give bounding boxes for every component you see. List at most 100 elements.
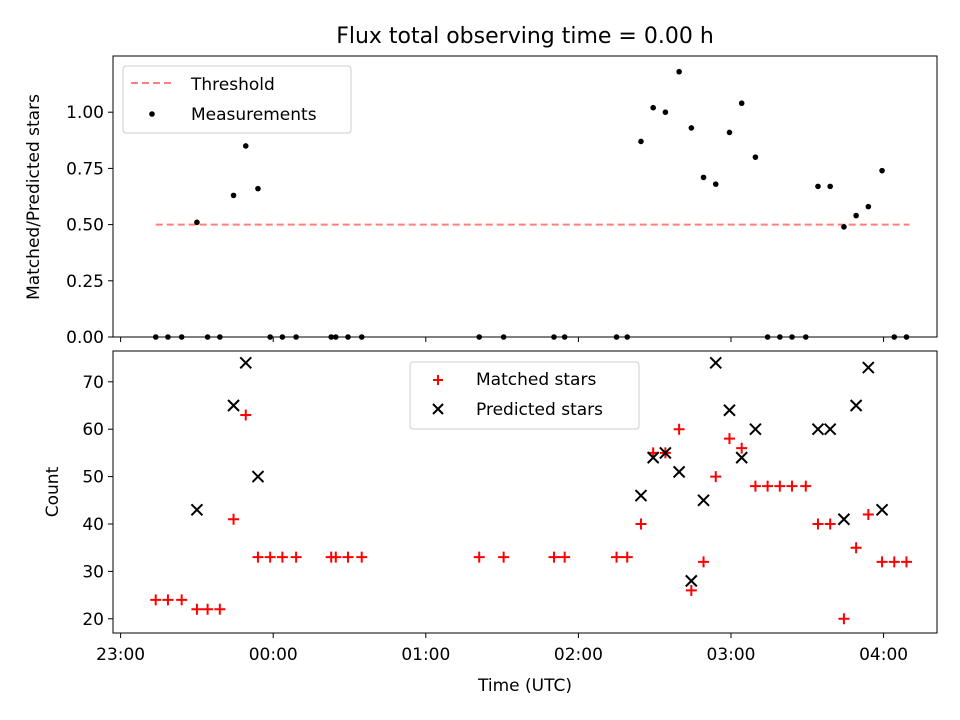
measurement-point xyxy=(891,334,898,340)
measurement-point xyxy=(613,334,620,340)
predicted-star-point xyxy=(634,489,648,502)
matched-star-point xyxy=(850,542,862,554)
bottom-legend-box xyxy=(409,361,640,430)
predicted-legend-swatch xyxy=(432,403,444,415)
measurement-point xyxy=(194,219,200,226)
predicted-star-point xyxy=(837,513,851,526)
matched-star-point xyxy=(611,551,623,563)
matched-star-point xyxy=(473,551,485,563)
bottom-axes-frame xyxy=(112,350,938,634)
measurements-legend-label: Measurements xyxy=(191,105,317,125)
bottom-plot-area: 20 30 40 50 60 70 23:00 00:00 01:00 02:00 03:00 04:… xyxy=(82,350,938,665)
top-legend-box xyxy=(122,65,352,134)
measurement-point xyxy=(293,334,299,340)
matched-star-point xyxy=(498,551,510,563)
measurement-point xyxy=(624,334,631,340)
predicted-star-point xyxy=(251,470,265,483)
x-tick-label: 04:00 xyxy=(859,645,908,665)
measurement-point xyxy=(358,334,365,340)
matched-star-point xyxy=(723,433,735,445)
measurement-point xyxy=(688,125,695,131)
matched-star-point xyxy=(774,480,786,492)
matched-star-point xyxy=(888,556,900,568)
matched-star-point xyxy=(876,556,888,568)
matched-star-point xyxy=(202,603,214,615)
matched-star-point xyxy=(749,480,761,492)
top-y-tick-label: 0.00 xyxy=(66,328,104,348)
predicted-star-point xyxy=(672,465,686,479)
predicted-star-point xyxy=(735,451,748,464)
measurement-point xyxy=(178,334,185,340)
matched-star-point xyxy=(330,551,342,563)
predicted-star-point xyxy=(811,422,825,436)
measurement-point xyxy=(152,334,159,340)
bottom-y-tick-label: 20 xyxy=(82,610,104,630)
top-panel: Flux total observing time = 0.00 h Match… xyxy=(24,24,938,348)
measurement-point xyxy=(476,334,483,340)
measurement-point xyxy=(752,154,759,160)
bottom-x-axis-label: Time (UTC) xyxy=(477,676,572,696)
predicted-star-point xyxy=(697,494,710,507)
measurement-point xyxy=(230,192,237,199)
top-legend: Threshold Measurements xyxy=(122,65,352,134)
measurement-point xyxy=(777,334,783,340)
measurement-point xyxy=(332,334,339,340)
predicted-star-point xyxy=(875,503,889,516)
predicted-star-point xyxy=(709,356,722,370)
matched-star-point xyxy=(800,480,812,492)
predicted-star-point xyxy=(749,422,762,436)
matched-star-point xyxy=(685,584,697,596)
matched-star-point xyxy=(228,513,240,525)
bottom-y-tick-label: 30 xyxy=(82,562,104,582)
matched-star-point xyxy=(838,613,850,625)
bottom-y-tick-label: 50 xyxy=(82,468,104,488)
predicted-star-point xyxy=(239,356,252,370)
matched-star-point xyxy=(621,551,633,563)
matched-star-point xyxy=(812,518,824,530)
matched-star-point xyxy=(635,518,647,530)
measurement-point xyxy=(865,203,872,210)
predicted-star-point xyxy=(862,361,875,374)
measurement-point xyxy=(650,104,656,111)
predicted-star-point xyxy=(823,422,837,436)
measurement-point xyxy=(561,334,568,340)
bottom-y-tick-label: 60 xyxy=(82,420,104,440)
bottom-y-tick-label: 70 xyxy=(82,373,104,393)
top-y-tick-label: 1.00 xyxy=(66,103,104,123)
matched-star-point xyxy=(290,551,302,563)
predicted-star-point xyxy=(659,446,672,460)
matched-star-point xyxy=(240,409,252,421)
measurement-point xyxy=(267,334,273,340)
measurement-point xyxy=(676,68,682,75)
x-tick-label: 00:00 xyxy=(249,645,298,665)
measurement-point xyxy=(712,181,719,187)
measurement-point xyxy=(662,109,669,115)
top-y-tick-label: 0.25 xyxy=(66,272,104,292)
bottom-y-axis-label: Count xyxy=(43,466,63,517)
matched-star-point xyxy=(252,551,264,563)
measurement-point xyxy=(841,224,847,230)
measurement-point xyxy=(638,138,644,145)
x-tick-label: 03:00 xyxy=(707,645,756,665)
matched-star-point xyxy=(191,603,203,615)
matched-star-point xyxy=(559,551,571,563)
measurement-point xyxy=(903,334,910,340)
top-y-axis-label: Matched/Predicted stars xyxy=(24,94,44,300)
measurement-point xyxy=(279,334,286,340)
matched-star-point xyxy=(150,594,162,606)
bottom-panel: Count Time (UTC) 20 30 40 50 60 70 23:00 00:00 0… xyxy=(43,350,938,696)
predicted-star-point xyxy=(685,574,698,588)
measurement-point xyxy=(700,174,707,181)
predicted-star-point xyxy=(190,503,204,516)
matched-star-point xyxy=(862,509,874,521)
matched-star-point xyxy=(673,423,685,435)
matched-star-point xyxy=(176,594,188,606)
x-tick-label: 23:00 xyxy=(96,645,145,665)
matched-star-point xyxy=(900,556,912,568)
matched-star-point xyxy=(824,518,836,530)
measurements-legend-swatch xyxy=(149,111,155,117)
predicted-star-point xyxy=(723,404,736,417)
measurement-point xyxy=(879,167,885,174)
measurement-point xyxy=(815,183,821,190)
